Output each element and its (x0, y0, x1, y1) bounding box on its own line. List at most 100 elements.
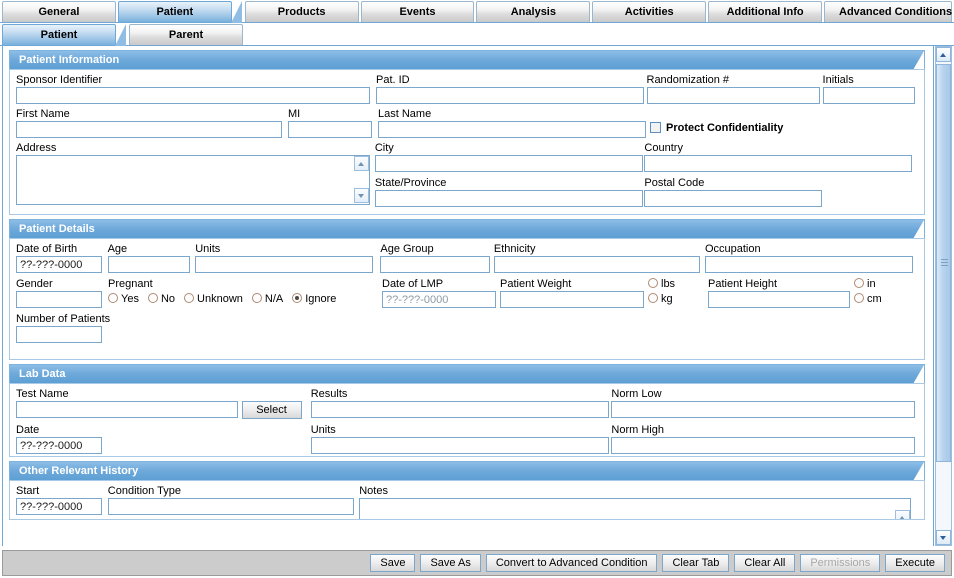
panel-title: Patient Details (19, 223, 95, 235)
lab-date-input[interactable] (16, 437, 102, 454)
tab-analysis[interactable]: Analysis (476, 1, 591, 22)
radio-icon[interactable] (854, 293, 864, 303)
label-ethnicity: Ethnicity (493, 243, 536, 255)
condition-type-input[interactable] (107, 498, 354, 515)
tab-patient[interactable]: Patient (117, 1, 242, 23)
option-label: kg (661, 293, 673, 305)
start-date-input[interactable] (16, 498, 102, 515)
radio-icon[interactable] (292, 293, 303, 303)
tab-events[interactable]: Events (360, 1, 475, 22)
pregnant-option-yes[interactable]: Yes (108, 293, 139, 305)
age-group-input[interactable] (380, 256, 491, 273)
panel-header-patient-information: Patient Information (9, 50, 925, 70)
label-date-of-birth: Date of Birth (16, 243, 78, 255)
tab-products[interactable]: Products (244, 1, 359, 22)
address-textarea[interactable] (16, 155, 370, 205)
tab-additional-info[interactable]: Additional Info (708, 1, 823, 22)
norm-low-input[interactable] (611, 401, 916, 418)
save-as-button[interactable]: Save As (420, 554, 481, 572)
tab-label: Analysis (510, 6, 556, 18)
height-unit-cm[interactable]: cm (854, 293, 901, 305)
address-scroll-up-icon[interactable] (354, 156, 369, 171)
state-province-input[interactable] (374, 190, 643, 207)
notes-textarea[interactable] (359, 498, 912, 519)
scrollbar-grip-icon (941, 259, 948, 267)
radio-icon[interactable] (147, 293, 158, 303)
panel-title: Patient Information (19, 54, 120, 66)
tab-label: Patient (40, 29, 78, 41)
label-norm-low: Norm Low (611, 388, 662, 400)
city-input[interactable] (374, 155, 643, 172)
units-input[interactable] (195, 256, 374, 273)
tab-advanced-conditions[interactable]: Advanced Conditions (824, 1, 952, 22)
test-name-input[interactable] (16, 401, 238, 418)
mi-input[interactable] (288, 121, 372, 138)
pregnant-option-na[interactable]: N/A (251, 293, 283, 305)
pat-id-input[interactable] (376, 87, 644, 104)
gender-input[interactable] (16, 291, 102, 308)
tab-label: Products (277, 6, 326, 18)
occupation-input[interactable] (704, 256, 913, 273)
convert-to-advanced-condition-button[interactable]: Convert to Advanced Condition (485, 554, 658, 572)
number-of-patients-input[interactable] (16, 326, 102, 343)
clear-all-button[interactable]: Clear All (734, 554, 796, 572)
radio-icon[interactable] (251, 293, 262, 303)
pregnant-option-unknown[interactable]: Unknown (184, 293, 243, 305)
randomization-input[interactable] (646, 87, 820, 104)
weight-unit-lbs[interactable]: lbs (648, 278, 699, 290)
patient-weight-input[interactable] (500, 291, 644, 308)
label-first-name: First Name (16, 108, 70, 120)
ethnicity-input[interactable] (493, 256, 700, 273)
save-button[interactable]: Save (370, 554, 416, 572)
option-label: in (867, 278, 876, 290)
lab-units-input[interactable] (310, 437, 609, 454)
protect-confidentiality-checkbox[interactable] (650, 122, 661, 133)
execute-button[interactable]: Execute (885, 554, 945, 572)
clear-tab-button[interactable]: Clear Tab (662, 554, 730, 572)
tab-activities[interactable]: Activities (592, 1, 707, 22)
initials-input[interactable] (822, 87, 915, 104)
date-of-birth-input[interactable] (16, 256, 102, 273)
label-units: Units (195, 243, 221, 255)
subtab-parent[interactable]: Parent (129, 24, 243, 45)
pregnant-option-ignore[interactable]: Ignore (292, 293, 336, 305)
last-name-input[interactable] (378, 121, 646, 138)
postal-code-input[interactable] (644, 190, 823, 207)
notes-scroll-up-icon[interactable] (895, 510, 911, 519)
first-name-input[interactable] (16, 121, 282, 138)
scrollbar-thumb[interactable] (936, 64, 951, 462)
form-vertical-scrollbar[interactable] (935, 46, 952, 546)
radio-icon[interactable] (854, 278, 864, 288)
height-unit-in[interactable]: in (854, 278, 901, 290)
sponsor-identifier-input[interactable] (16, 87, 370, 104)
patient-height-input[interactable] (708, 291, 850, 308)
select-button[interactable]: Select (241, 401, 302, 419)
label-age-group: Age Group (380, 243, 434, 255)
radio-icon[interactable] (108, 293, 118, 303)
tab-general[interactable]: General (2, 1, 116, 22)
label-lab-date: Date (16, 424, 40, 436)
radio-icon[interactable] (648, 293, 658, 303)
label-date-of-lmp: Date of LMP (382, 278, 444, 290)
norm-high-input[interactable] (611, 437, 916, 454)
results-input[interactable] (310, 401, 609, 418)
age-input[interactable] (107, 256, 190, 273)
scroll-down-icon[interactable] (936, 530, 951, 545)
date-of-lmp-input[interactable] (382, 291, 496, 308)
country-input[interactable] (644, 155, 913, 172)
subtab-patient[interactable]: Patient (2, 24, 126, 46)
label-pregnant: Pregnant (108, 278, 153, 290)
radio-icon[interactable] (648, 278, 658, 288)
pregnant-option-no[interactable]: No (147, 293, 175, 305)
radio-icon[interactable] (184, 293, 195, 303)
weight-unit-kg[interactable]: kg (648, 293, 699, 305)
panel-body-lab-data: Test Name Select Results Norm Low (9, 383, 925, 457)
address-scroll-down-icon[interactable] (354, 188, 369, 203)
tab-label: Parent (168, 29, 204, 41)
label-mi: MI (288, 108, 301, 120)
scroll-up-icon[interactable] (936, 47, 951, 62)
tab-label: Activities (624, 6, 674, 18)
protect-confidentiality-row[interactable]: Protect Confidentiality (650, 108, 910, 135)
label-notes: Notes (359, 485, 388, 497)
label-postal-code: Postal Code (644, 177, 705, 189)
